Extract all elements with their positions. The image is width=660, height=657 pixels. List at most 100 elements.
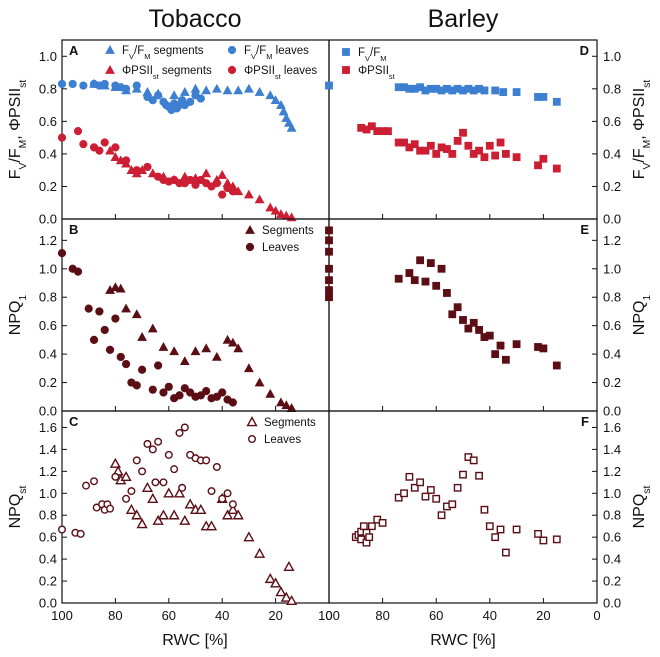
panel-E: 0.0 0.2 0.4 0.6 0.8 1.0 1.2 E NPQ1 [325, 218, 653, 419]
data-point-B-0 [281, 400, 292, 410]
data-point-C-1 [178, 483, 187, 492]
series-E-0 [325, 226, 561, 370]
data-point-A-0 [179, 87, 190, 96]
data-point-A-1 [186, 97, 195, 106]
series-B-1 [57, 249, 237, 407]
data-point-A-3 [111, 143, 120, 152]
data-point-E-0 [501, 355, 510, 364]
data-point-A-0 [243, 83, 254, 93]
y-axis-title-E-part: NPQ [631, 301, 648, 336]
y-tick-label-A: 0.4 [39, 146, 57, 161]
y-axis-title-A-part: M [18, 140, 29, 149]
data-point-D-1 [539, 154, 548, 163]
data-point-D-1 [421, 146, 430, 155]
legend-label-A-2-part: ΦPSII [122, 65, 153, 77]
data-point-C-1 [76, 529, 85, 538]
data-point-A-2 [217, 170, 228, 179]
data-point-C-0 [173, 487, 186, 498]
data-point-D-1 [453, 136, 462, 145]
legend-marker-D-0 [342, 48, 350, 56]
data-point-B-1 [105, 345, 115, 354]
data-point-C-1 [132, 456, 141, 465]
data-point-D-0 [325, 81, 333, 90]
data-point-C-0 [184, 498, 196, 509]
data-point-E-0 [426, 259, 435, 267]
data-point-B-0 [137, 332, 148, 341]
x-tick-label-right: 80 [375, 608, 389, 623]
panel-frame-E [328, 218, 598, 412]
data-point-E-0 [325, 226, 333, 235]
legend-label-B-1: Leaves [262, 242, 299, 254]
legend-label-C-0: Segments [264, 417, 316, 429]
y-axis-title-A-part: st [18, 80, 29, 88]
legend-label-C-1: Leaves [264, 434, 301, 446]
legend-marker-C-0 [246, 416, 258, 427]
data-point-D-1 [400, 138, 408, 147]
data-point-B-1 [196, 391, 205, 400]
data-point-B-1 [212, 392, 221, 401]
data-point-C-1 [218, 494, 227, 503]
y-tick-label-A: 0.2 [39, 179, 57, 194]
y-axis-title-D: FV/FM, ΦPSIIst [631, 80, 653, 180]
y-tick-label-F: 0.6 [603, 530, 621, 545]
y-tick-label-E: 0.2 [603, 375, 621, 390]
x-tick-label-left: 40 [215, 608, 229, 623]
data-point-B-0 [169, 346, 180, 356]
legend-label-A-1-part: M [266, 52, 272, 61]
y-tick-label-F: 1.6 [603, 420, 621, 435]
data-point-C-0 [280, 591, 292, 602]
y-tick-label-E: 0.8 [603, 290, 621, 305]
data-point-C-0 [195, 503, 207, 514]
y-axis-title-D-part: , [631, 131, 648, 140]
y-tick-label-A: 0.0 [39, 212, 57, 227]
y-axis-title-D-part: M [642, 140, 653, 149]
data-point-C-0 [152, 514, 164, 525]
data-point-A-1 [100, 79, 109, 89]
series-B-0 [105, 282, 297, 412]
data-point-A-3 [100, 138, 109, 147]
y-axis-title-F: NPQst [631, 486, 653, 529]
data-point-A-3 [143, 162, 152, 172]
data-point-B-0 [254, 377, 265, 387]
data-point-B-1 [89, 335, 99, 344]
data-point-B-1 [202, 386, 211, 396]
data-point-E-0 [552, 361, 561, 370]
data-point-D-1 [552, 164, 561, 173]
data-point-B-0 [201, 343, 212, 353]
data-point-C-0 [227, 503, 239, 514]
data-point-B-0 [265, 388, 276, 398]
y-tick-label-E: 0.6 [603, 318, 621, 333]
panel-F: 0.0 0.2 0.4 0.6 0.8 1.0 1.2 1.4 1.6 F NPQst [328, 410, 653, 611]
y-tick-label-F: 0.2 [603, 574, 621, 589]
y-tick-label-C: 0.2 [39, 574, 57, 589]
legend-marker-D-1 [342, 66, 350, 74]
panel-B: 0.0 0.2 0.4 0.6 0.8 1.0 1.2 B NPQ1 Segments Leaves [7, 218, 330, 419]
data-point-C-1 [138, 467, 147, 476]
data-point-D-1 [501, 150, 510, 158]
data-point-A-1 [79, 81, 88, 90]
y-axis-title-A-part: ΦPSII [7, 88, 24, 131]
data-point-A-3 [212, 179, 221, 188]
y-axis-title-A-part: V [18, 163, 29, 170]
data-point-B-0 [179, 356, 190, 366]
series-C-0 [109, 457, 298, 606]
y-tick-label-F: 1.4 [603, 442, 621, 457]
data-point-E-0 [405, 269, 414, 277]
data-point-B-1 [164, 382, 173, 391]
data-point-A-0 [201, 85, 212, 95]
data-point-A-2 [270, 205, 281, 215]
data-point-E-0 [464, 324, 473, 333]
data-point-B-0 [147, 323, 158, 333]
data-point-C-1 [180, 423, 189, 432]
panel-letter-B: B [69, 222, 78, 237]
x-tick-label-right: 0 [593, 608, 600, 623]
y-tick-label-B: 0.6 [39, 318, 57, 333]
data-point-F-0 [359, 522, 368, 531]
data-point-A-3 [218, 190, 227, 199]
y-tick-label-C: 1.4 [39, 442, 57, 457]
x-tick-label-left: 60 [162, 608, 176, 623]
data-point-D-0 [539, 93, 548, 101]
data-point-B-1 [95, 307, 104, 316]
